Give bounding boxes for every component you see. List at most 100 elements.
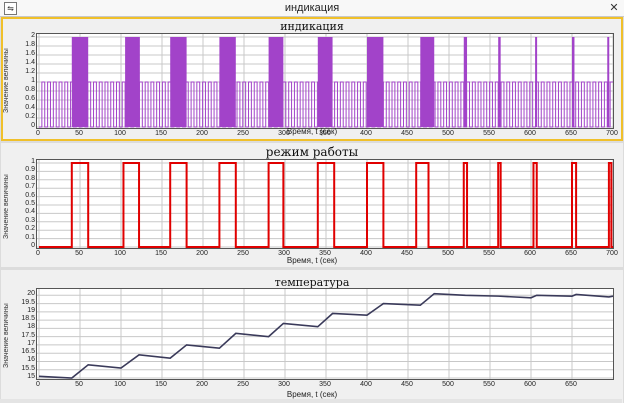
- x-tick-label: 300: [278, 381, 290, 388]
- x-tick-label: 50: [75, 381, 83, 388]
- x-tick-label: 500: [442, 250, 454, 257]
- y-tick-label: 0.4: [25, 208, 35, 216]
- plot-area[interactable]: [36, 288, 614, 380]
- horizontal-scrollbar[interactable]: [0, 399, 622, 403]
- x-tick-label: 150: [155, 250, 167, 257]
- x-tick-label: 400: [360, 130, 372, 137]
- x-tick-label: 100: [114, 381, 126, 388]
- x-tick-label: 700: [606, 250, 618, 257]
- y-tick-label: 0.8: [25, 174, 35, 182]
- x-tick-label: 250: [237, 250, 249, 257]
- y-tick-label: 1.8: [25, 41, 35, 48]
- indication-block: [170, 37, 187, 127]
- x-tick-label: 600: [524, 250, 536, 257]
- y-tick-label: 15: [27, 373, 35, 380]
- x-tick-label: 300: [278, 130, 290, 137]
- x-tick-label: 100: [114, 250, 126, 257]
- y-tick-label: 16.5: [21, 348, 35, 356]
- y-tick-label: 20: [27, 290, 35, 298]
- y-tick-label: 16: [27, 356, 35, 364]
- y-tick-label: 1.6: [25, 50, 35, 57]
- indication-block: [219, 37, 236, 127]
- y-tick-label: 17: [27, 339, 35, 347]
- x-tick-label: 500: [442, 381, 454, 388]
- chart-title: индикация: [280, 20, 344, 33]
- indication-block: [607, 37, 610, 127]
- series-line: [38, 292, 613, 379]
- y-tick-label: 1: [31, 158, 35, 165]
- x-tick-label: 650: [565, 250, 577, 257]
- x-tick-label: 350: [319, 250, 331, 257]
- y-tick-label: 0.2: [25, 225, 35, 233]
- indication-block: [71, 37, 89, 127]
- y-tick-label: 0.8: [25, 86, 35, 93]
- chart-panel-mode: режим работы Значение величины 0 0.1 0.2 0.…: [0, 143, 624, 267]
- y-tick-label: 1.4: [25, 59, 35, 66]
- y-tick-label: 19: [27, 306, 35, 314]
- x-tick-label: 600: [524, 381, 536, 388]
- x-tick-label: 400: [360, 250, 372, 257]
- x-tick-label: 700: [606, 130, 618, 137]
- y-axis-label: Значение величины: [3, 303, 10, 368]
- series-line: [39, 162, 613, 248]
- x-tick-label: 100: [114, 130, 126, 137]
- indication-block: [420, 37, 435, 127]
- y-tick-label: 0.1: [25, 233, 35, 241]
- chart-panel-temperature: температура Значение величины 15 15.5 16 16…: [0, 270, 624, 403]
- y-tick-label: 15.5: [21, 364, 35, 372]
- window-titlebar: ⇋ индикация ✕: [0, 0, 624, 17]
- x-tick-label: 200: [196, 381, 208, 388]
- x-tick-label: 150: [155, 130, 167, 137]
- y-tick-label: 17.5: [21, 331, 35, 339]
- x-tick-label: 550: [483, 381, 495, 388]
- x-tick-label: 50: [75, 130, 83, 137]
- app-icon[interactable]: ⇋: [4, 2, 17, 15]
- plot-area[interactable]: [36, 33, 614, 129]
- indication-block: [463, 37, 468, 127]
- indication-block: [498, 37, 501, 127]
- close-icon[interactable]: ✕: [609, 1, 619, 14]
- x-axis-label: Время, t (сек): [286, 127, 338, 136]
- chart-title: температура: [274, 276, 350, 289]
- window-title: индикация: [284, 2, 340, 14]
- x-tick-label: 50: [75, 250, 83, 257]
- x-tick-label: 0: [36, 130, 40, 137]
- y-axis-label: Значение величины: [3, 174, 10, 239]
- x-tick-label: 650: [565, 130, 577, 137]
- y-tick-label: 0.4: [25, 104, 35, 111]
- chart-panel-indication: индикация Значение величины 0 0.2 0.4 0.6 0.…: [0, 17, 624, 141]
- y-tick-label: 0: [31, 242, 35, 249]
- indication-block: [268, 37, 284, 127]
- x-tick-label: 650: [565, 381, 577, 388]
- x-tick-label: 500: [442, 130, 454, 137]
- y-tick-label: 1.2: [25, 68, 35, 75]
- indication-block: [367, 37, 384, 127]
- y-tick-label: 0.6: [25, 95, 35, 102]
- y-tick-label: 0.2: [25, 113, 35, 120]
- x-tick-label: 350: [319, 381, 331, 388]
- y-tick-label: 18.5: [21, 315, 35, 323]
- x-tick-label: 0: [36, 381, 40, 388]
- x-tick-label: 350: [319, 130, 331, 137]
- x-tick-label: 450: [401, 130, 413, 137]
- x-tick-label: 550: [483, 130, 495, 137]
- indication-block: [317, 37, 333, 127]
- y-tick-label: 0.3: [25, 216, 35, 224]
- x-axis-label: Время, t (сек): [286, 256, 338, 265]
- y-tick-label: 19.5: [21, 298, 35, 306]
- x-tick-label: 0: [36, 250, 40, 257]
- x-tick-label: 200: [196, 130, 208, 137]
- y-tick-label: 0.5: [25, 200, 35, 207]
- x-tick-label: 150: [155, 381, 167, 388]
- x-tick-label: 600: [524, 130, 536, 137]
- x-axis-label: Время, t (сек): [286, 390, 338, 399]
- x-tick-label: 550: [483, 250, 495, 257]
- chart-title: режим работы: [265, 145, 359, 159]
- x-tick-label: 250: [237, 381, 249, 388]
- plot-area[interactable]: [36, 159, 614, 249]
- y-tick-label: 0.7: [25, 183, 35, 191]
- indication-block: [572, 37, 575, 127]
- x-tick-label: 300: [278, 250, 290, 257]
- y-tick-label: 0: [31, 122, 35, 129]
- y-tick-label: 0.9: [25, 166, 35, 174]
